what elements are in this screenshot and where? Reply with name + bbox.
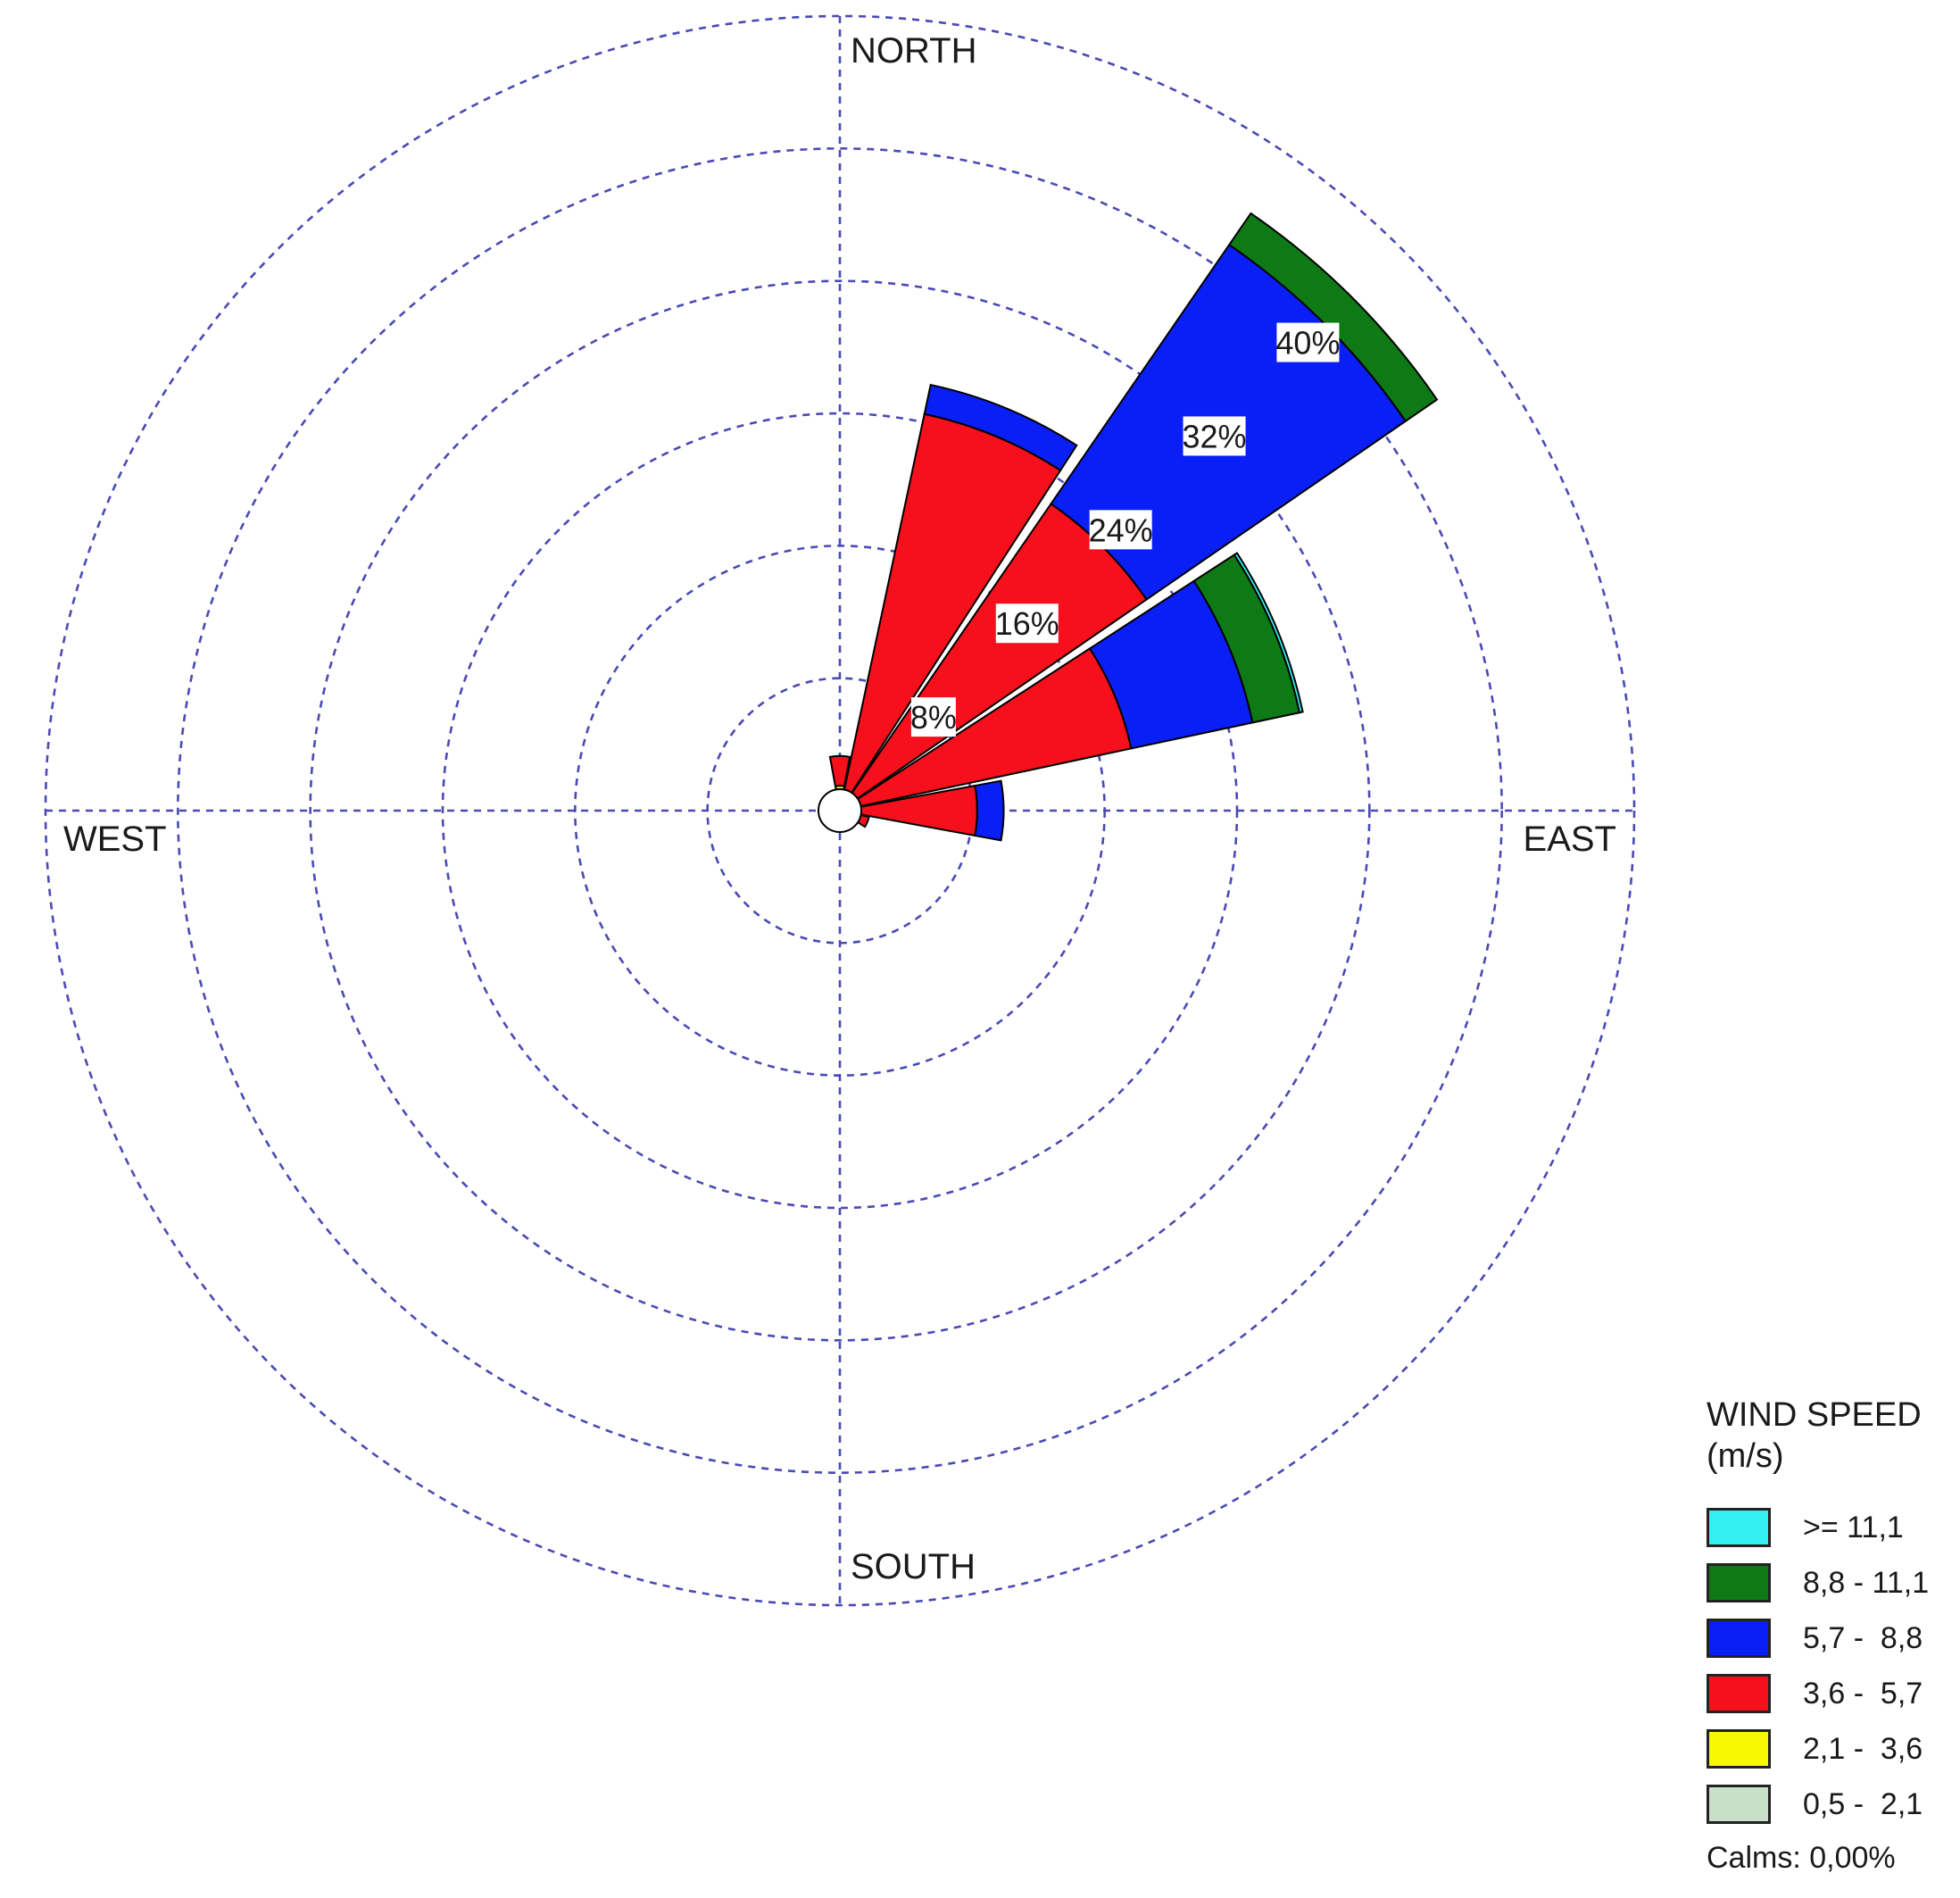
legend: WIND SPEED (m/s) >= 11,1 8,8 - 11,1 5,7 - … — [1707, 1394, 1956, 1876]
grid-ring-4 — [309, 279, 1371, 1342]
radial-tick-bg-3 — [1089, 510, 1152, 550]
direction-label-north: NORTH — [851, 31, 976, 71]
legend-calms: Calms: 0,00% — [1707, 1841, 1896, 1875]
legend-item: 3,6 - 5,7 — [1707, 1666, 1956, 1721]
direction-label-west: WEST — [63, 820, 167, 859]
legend-item: >= 11,1 — [1707, 1500, 1956, 1555]
legend-label: >= 11,1 — [1803, 1510, 1904, 1544]
legend-label: 8,8 - 11,1 — [1803, 1565, 1930, 1600]
legend-swatch — [1707, 1619, 1771, 1658]
petal-45-bin-5 — [1227, 212, 1439, 423]
legend-title: WIND SPEED — [1707, 1396, 1922, 1434]
legend-swatch — [1707, 1729, 1771, 1769]
legend-label: 5,7 - 8,8 — [1803, 1620, 1923, 1655]
legend-label: 0,5 - 2,1 — [1803, 1786, 1923, 1821]
legend-item: 2,1 - 3,6 — [1707, 1721, 1956, 1777]
legend-swatch — [1707, 1785, 1771, 1824]
radial-tick-label-2: 16% — [995, 605, 1059, 642]
legend-item: 8,8 - 11,1 — [1707, 1555, 1956, 1611]
radial-tick-label-5: 40% — [1275, 325, 1340, 362]
legend-rows: >= 11,1 8,8 - 11,1 5,7 - 8,8 3,6 - 5,7 2,1 -… — [1707, 1500, 1956, 1832]
legend-units: (m/s) — [1707, 1437, 1784, 1475]
legend-item: 5,7 - 8,8 — [1707, 1611, 1956, 1666]
petal-0-bin-3 — [828, 754, 851, 787]
petal-90-bin-4 — [974, 779, 1005, 842]
radial-tick-bg-2 — [995, 604, 1059, 644]
radial-tick-label-4: 32% — [1183, 418, 1247, 454]
legend-label: 3,6 - 5,7 — [1803, 1676, 1923, 1711]
radial-tick-label-3: 24% — [1089, 512, 1153, 548]
legend-swatch — [1707, 1674, 1771, 1713]
legend-swatch — [1707, 1563, 1771, 1602]
radial-tick-bg-1 — [910, 697, 956, 737]
legend-item: 0,5 - 2,1 — [1707, 1777, 1956, 1832]
radial-tick-bg-5 — [1276, 322, 1340, 362]
chart-labels: NORTH SOUTH WEST EAST 8% 16% 24% 32% 40% — [63, 31, 1616, 1586]
direction-label-south: SOUTH — [851, 1547, 976, 1586]
petal-22-5-bin-4 — [923, 383, 1078, 472]
radial-tick-label-1: 8% — [910, 699, 957, 736]
petal-67-5-bin-6 — [1233, 552, 1304, 714]
grid-ring-5 — [177, 147, 1503, 1474]
legend-label: 2,1 - 3,6 — [1803, 1731, 1923, 1766]
direction-label-east: EAST — [1524, 820, 1616, 859]
calm-center-circle — [818, 788, 862, 833]
radial-tick-bg-4 — [1183, 416, 1246, 456]
legend-swatch — [1707, 1508, 1771, 1547]
